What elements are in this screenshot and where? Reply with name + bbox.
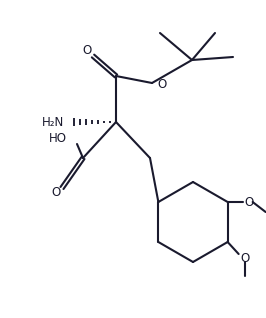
Text: O: O [244, 196, 253, 209]
Text: O: O [240, 252, 249, 265]
Text: O: O [51, 186, 61, 199]
Text: O: O [82, 44, 92, 57]
Text: O: O [157, 78, 166, 91]
Text: H₂N: H₂N [42, 115, 64, 128]
Text: HO: HO [49, 132, 67, 144]
